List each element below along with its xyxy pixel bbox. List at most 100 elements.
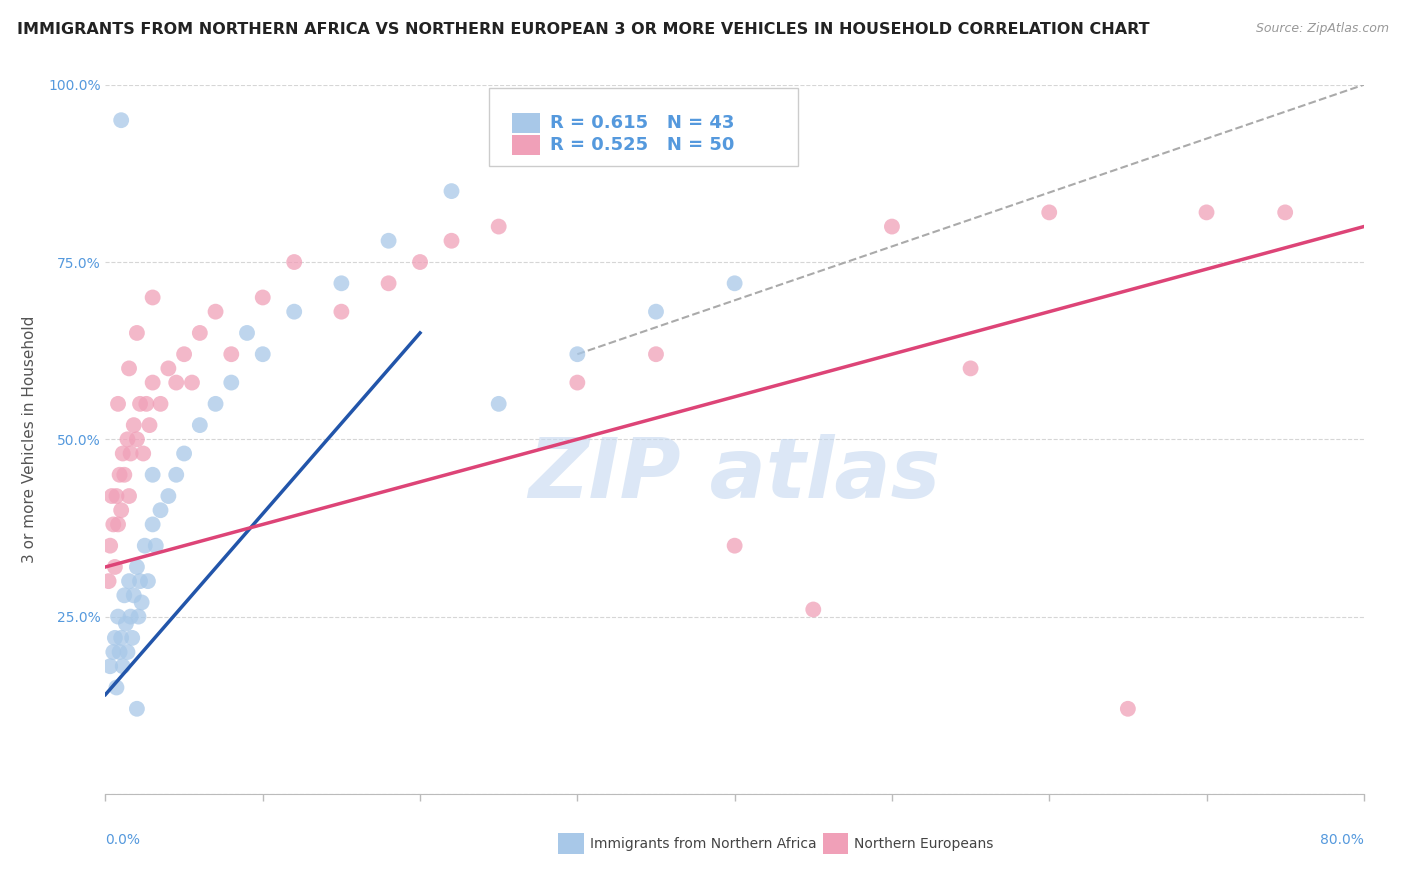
Point (252, 291, 274, 305)
Point (330, 304, 353, 318)
Point (125, 326, 148, 340)
Point (98, 659, 121, 673)
Point (157, 361, 180, 376)
Point (723, 277, 745, 291)
Point (129, 397, 152, 411)
Text: R = 0.525   N = 50: R = 0.525 N = 50 (550, 136, 734, 154)
Point (120, 609, 142, 624)
Point (173, 446, 195, 460)
Point (104, 631, 127, 645)
Point (377, 277, 399, 291)
Point (1116, 702, 1139, 716)
Point (121, 631, 143, 645)
Point (127, 609, 149, 624)
Text: 0.0%: 0.0% (105, 833, 141, 847)
Point (104, 560, 127, 574)
Text: ZIP atlas: ZIP atlas (529, 434, 941, 516)
Point (118, 574, 141, 589)
Point (142, 291, 165, 305)
Point (135, 397, 157, 411)
Point (440, 234, 463, 248)
Point (138, 418, 160, 433)
Point (157, 489, 180, 503)
Point (115, 616, 138, 631)
Point (110, 113, 132, 128)
Point (142, 376, 165, 390)
Point (98, 539, 121, 553)
Point (118, 489, 141, 503)
Point (219, 376, 242, 390)
Point (134, 539, 156, 553)
Text: Immigrants from Northern Africa: Immigrants from Northern Africa (591, 837, 817, 850)
Point (111, 446, 134, 460)
Point (117, 645, 139, 659)
Point (440, 184, 463, 198)
Point (219, 347, 242, 361)
Point (97, 574, 120, 589)
Point (723, 539, 745, 553)
Point (645, 304, 668, 318)
Point (645, 347, 668, 361)
Point (283, 304, 305, 318)
Point (103, 517, 125, 532)
Point (567, 376, 589, 390)
Point (120, 446, 142, 460)
Point (377, 234, 399, 248)
Point (188, 326, 211, 340)
Point (488, 219, 510, 234)
Bar (558, 833, 583, 855)
Bar (512, 113, 540, 133)
Point (125, 702, 148, 716)
Point (107, 609, 129, 624)
Text: Northern Europeans: Northern Europeans (855, 837, 994, 850)
FancyBboxPatch shape (489, 88, 797, 166)
Point (1195, 205, 1218, 219)
Point (129, 574, 152, 589)
Point (136, 574, 159, 589)
Point (105, 681, 128, 695)
Point (252, 347, 274, 361)
Point (165, 376, 187, 390)
Point (103, 645, 125, 659)
Point (959, 361, 981, 376)
Point (132, 446, 155, 460)
Point (236, 326, 259, 340)
Point (118, 361, 141, 376)
Point (149, 503, 172, 517)
Point (142, 517, 165, 532)
Point (100, 489, 122, 503)
Point (488, 397, 510, 411)
Point (122, 418, 145, 433)
Point (283, 255, 305, 269)
Point (409, 255, 432, 269)
Point (108, 645, 131, 659)
Point (330, 277, 353, 291)
Point (145, 539, 167, 553)
Point (117, 433, 139, 447)
Text: IMMIGRANTS FROM NORTHERN AFRICA VS NORTHERN EUROPEAN 3 OR MORE VEHICLES IN HOUSE: IMMIGRANTS FROM NORTHERN AFRICA VS NORTH… (17, 22, 1150, 37)
Point (131, 595, 153, 609)
Point (1038, 205, 1060, 219)
Point (173, 347, 195, 361)
Bar (823, 833, 848, 855)
Point (567, 347, 589, 361)
Point (107, 397, 129, 411)
Point (111, 659, 134, 673)
Point (125, 560, 148, 574)
Point (112, 467, 135, 482)
Point (149, 397, 172, 411)
Point (107, 517, 129, 532)
Point (142, 467, 165, 482)
Point (105, 489, 128, 503)
Point (125, 433, 148, 447)
Text: Source: ZipAtlas.com: Source: ZipAtlas.com (1256, 22, 1389, 36)
Point (204, 397, 226, 411)
Y-axis label: 3 or more Vehicles in Household: 3 or more Vehicles in Household (22, 316, 37, 563)
Point (110, 631, 132, 645)
Point (801, 602, 824, 616)
Point (880, 219, 903, 234)
Text: R = 0.615   N = 43: R = 0.615 N = 43 (550, 114, 734, 132)
Point (1274, 205, 1296, 219)
Point (122, 588, 145, 602)
Point (108, 467, 131, 482)
